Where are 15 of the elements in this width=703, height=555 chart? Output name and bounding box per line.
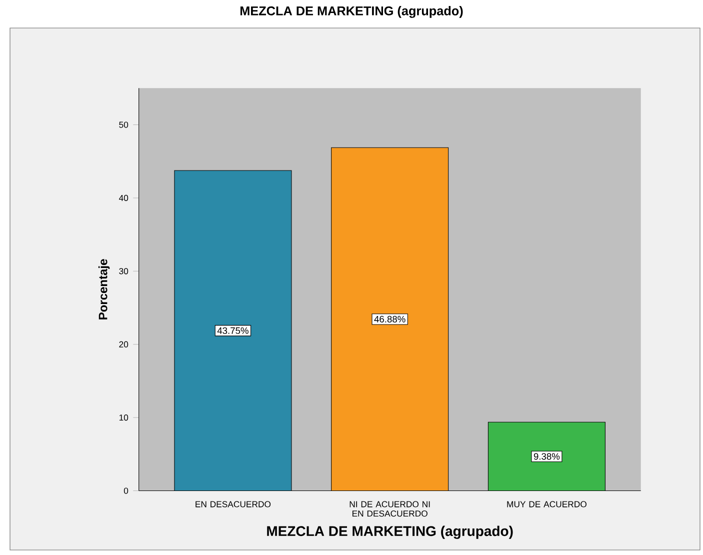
data-label: 46.88% [374, 316, 406, 322]
y-tick-label: 40 [119, 194, 128, 202]
y-tick-label: 0 [124, 488, 128, 494]
y-tick-label: 10 [119, 414, 128, 421]
data-label: 9.38% [534, 453, 560, 460]
x-tick-label: EN DESACUERDO [196, 501, 271, 508]
y-tick-label: 30 [119, 268, 128, 274]
data-label: 43.75% [217, 327, 248, 334]
y-axis-title: Porcentaje [98, 259, 110, 320]
y-tick-label: 50 [119, 122, 128, 128]
x-tick-label: NI DE ACUERDO NI EN DESACUERDO [350, 501, 430, 517]
chart-title: MEZCLA DE MARKETING (agrupado) [240, 6, 463, 18]
x-axis-title: MEZCLA DE MARKETING (agrupado) [267, 526, 513, 539]
y-tick-label: 20 [119, 341, 128, 348]
x-tick-label: MUY DE ACUERDO [507, 501, 586, 508]
